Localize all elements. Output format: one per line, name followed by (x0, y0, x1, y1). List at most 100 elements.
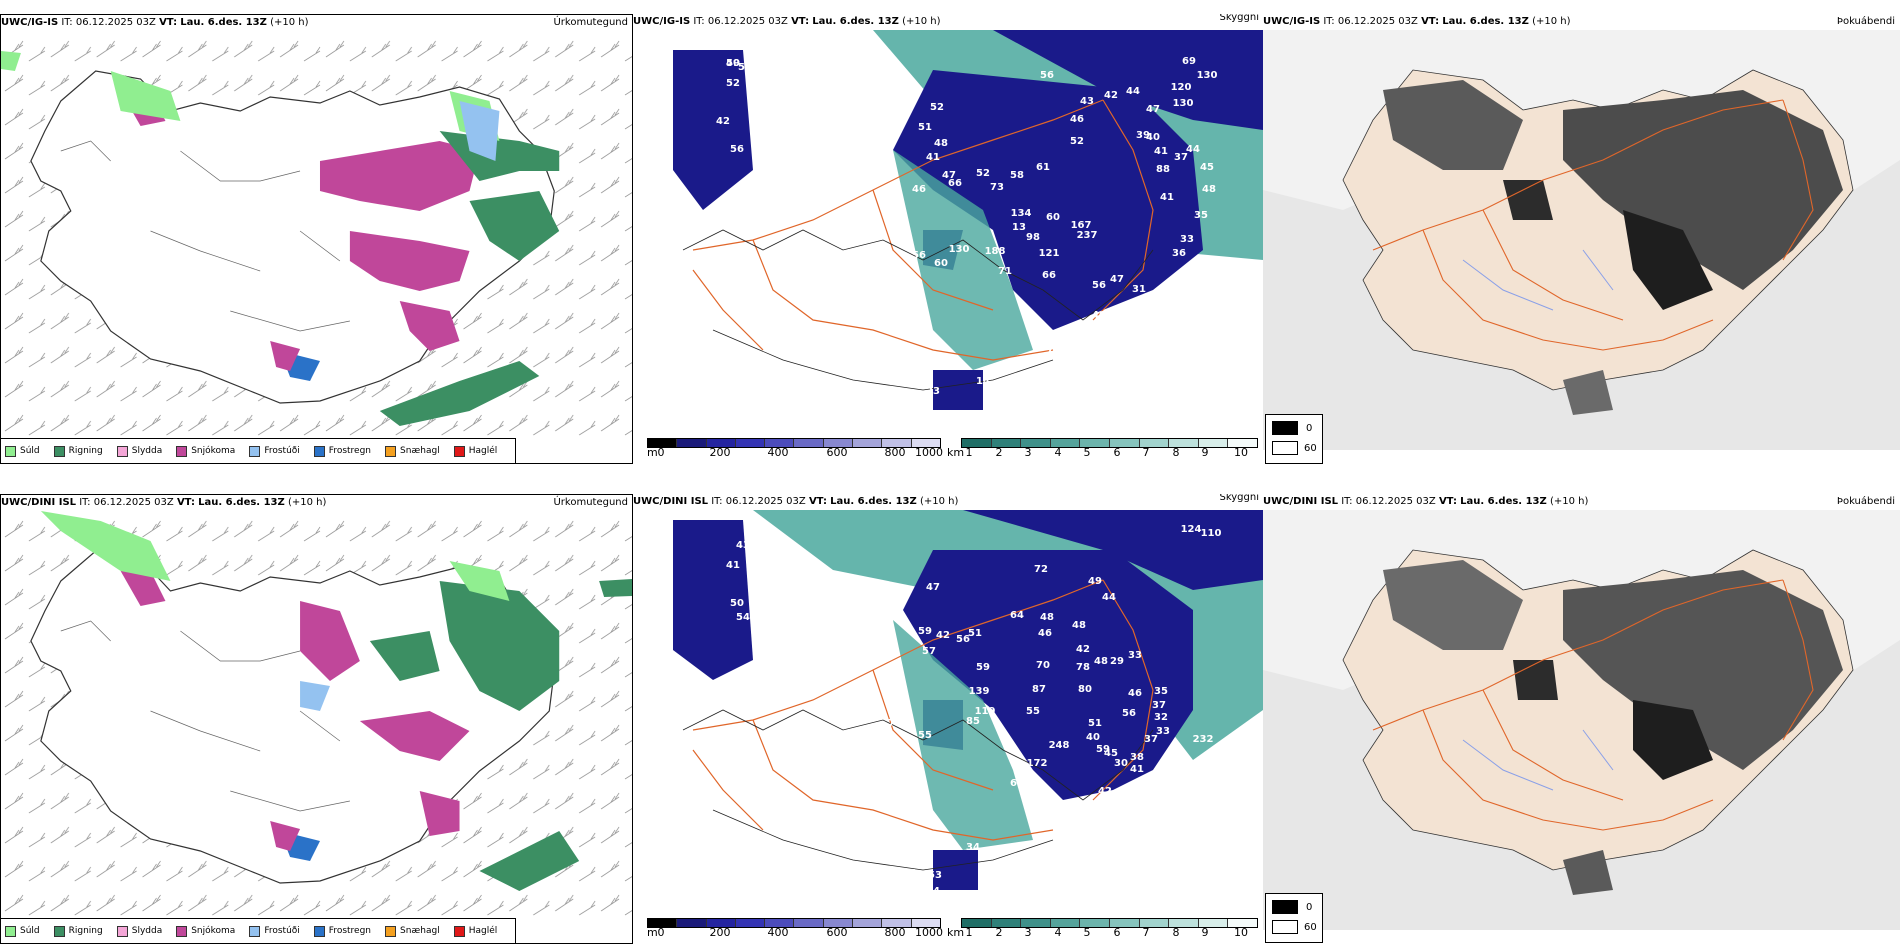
panel-type-label: Skyggni (1219, 14, 1259, 23)
visibility-value-label: 139 (969, 686, 990, 697)
precip-legend: Súld Rigning Slydda Snjókoma Frostúði Fr… (1, 918, 517, 943)
visibility-value-label: 66 (948, 178, 962, 189)
visibility-value-label: 110 (1201, 528, 1222, 539)
panel-title: UWC/DINI ISL IT: 06.12.2025 03Z VT: Lau.… (633, 496, 959, 507)
legend-item-sleet: Slydda (116, 445, 162, 457)
distance-tick: 2 (995, 926, 1003, 939)
visibility-value-label: 51 (918, 122, 932, 133)
visibility-value-label: 59 (918, 626, 932, 637)
visibility-value-label: 48 (1094, 656, 1108, 667)
visibility-value-label: 49 (756, 182, 770, 193)
fog-panel-row1: UWC/IG-IS IT: 06.12.2025 03Z VT: Lau. 6.… (1263, 14, 1900, 464)
visibility-value-label: 35 (1194, 210, 1208, 221)
visibility-map[interactable]: 43 41 37 50 54 44 60 74 69 55 77 47 59 42 57 56 51 59 139 1… (633, 510, 1263, 910)
visibility-value-label: 130 (949, 244, 970, 255)
visibility-value-label: 47 (1146, 104, 1160, 115)
visibility-value-label: 60 (770, 622, 784, 633)
visibility-value-label: 44 (1126, 86, 1140, 97)
visibility-value-label: 43 (736, 540, 750, 551)
height-tick: 600 (826, 446, 848, 459)
legend-item-freezing-rain: Frostregn (313, 445, 371, 457)
fog-map[interactable] (1263, 30, 1900, 450)
visibility-value-label: 24 (926, 886, 940, 897)
visibility-value-label: 48 (1148, 292, 1162, 303)
visibility-value-label: 50 (730, 598, 744, 609)
visibility-value-label: 72 (1034, 564, 1048, 575)
distance-tick: 10 (1234, 926, 1248, 939)
distance-tick: 4 (1054, 926, 1062, 939)
visibility-value-label: 69 (776, 636, 790, 647)
visibility-value-label: 34 (966, 842, 980, 853)
visibility-value-label: 119 (975, 706, 996, 717)
precip-map[interactable] (1, 31, 632, 441)
visibility-value-label: 237 (1077, 230, 1098, 241)
visibility-value-label: 105 (1031, 788, 1052, 799)
visibility-value-label: 134 (1011, 208, 1032, 219)
distance-colorbar: km 1 2 3 4 5 6 7 8 9 10 (947, 918, 1258, 940)
visibility-value-label: 25 (902, 868, 916, 879)
visibility-value-label: 28 (900, 372, 914, 383)
visibility-value-label: 37 (1152, 700, 1166, 711)
distance-unit: km (947, 446, 965, 459)
distance-tick: 3 (1024, 926, 1032, 939)
visibility-value-label: 56 (1040, 70, 1054, 81)
fog-panel-row2: UWC/DINI ISL IT: 06.12.2025 03Z VT: Lau.… (1263, 494, 1900, 944)
visibility-value-label: 47 (1110, 274, 1124, 285)
visibility-value-label: 130 (1173, 98, 1194, 109)
visibility-value-label: 42 (1076, 644, 1090, 655)
visibility-value-label: 50 (738, 62, 752, 73)
height-tick: 200 (709, 926, 731, 939)
fog-dark-area (1383, 560, 1523, 650)
visibility-value-label: 46 (1038, 628, 1052, 639)
legend-item-drizzle: Súld (5, 925, 40, 937)
precip-map[interactable] (1, 511, 632, 921)
visibility-value-label: 70 (1036, 660, 1050, 671)
distance-tick: 4 (1054, 446, 1062, 459)
fog-legend-low: 0 (1306, 423, 1313, 434)
height-unit: m (647, 926, 658, 939)
visibility-value-label: 35 (1154, 686, 1168, 697)
panel-type-label: Þokuábendi (1836, 16, 1895, 27)
visibility-value-label: 172 (1027, 758, 1048, 769)
visibility-value-label: 40 (1092, 310, 1106, 321)
visibility-value-label: 124 (1181, 524, 1202, 535)
height-tick: 600 (826, 926, 848, 939)
fog-map[interactable] (1263, 510, 1900, 930)
visibility-value-label: 56 (912, 250, 926, 261)
distance-tick: 2 (995, 446, 1003, 459)
visibility-value-label: 85 (966, 716, 980, 727)
panel-type-label: Úrkomutegund (553, 17, 628, 28)
panel-title: UWC/IG-IS IT: 06.12.2025 03Z VT: Lau. 6.… (1263, 16, 1571, 27)
fog-map-svg (1263, 510, 1900, 930)
visibility-value-label: 60 (1046, 212, 1060, 223)
snow-area (300, 601, 360, 681)
visibility-value-label: 55 (1026, 706, 1040, 717)
height-tick: 0 (657, 446, 665, 459)
fog-legend-black-swatch (1272, 421, 1298, 435)
precip-panel-row1: UWC/IG-IS IT: 06.12.2025 03Z VT: Lau. 6.… (0, 14, 633, 464)
visibility-value-label: 77 (882, 602, 896, 613)
distance-tick: 6 (1113, 926, 1121, 939)
fog-legend-row2: 0 60 (1265, 893, 1323, 943)
visibility-map[interactable]: 59 50 52 32 42 36 56 52 49 77 47 69 52 51 41 48 47 46 66 52… (633, 30, 1263, 430)
distance-tick: 8 (1172, 446, 1180, 459)
visibility-value-label: 56 (1122, 708, 1136, 719)
visibility-value-label: 60 (934, 258, 948, 269)
visibility-value-label: 120 (1171, 82, 1192, 93)
visibility-value-label: 36 (756, 116, 770, 127)
legend-item-hail: Haglél (453, 445, 497, 457)
fog-legend-low: 0 (1306, 902, 1313, 913)
visibility-value-label: 42 (1098, 786, 1112, 797)
visibility-value-label: 33 (1128, 650, 1142, 661)
visibility-value-label: 29 (1110, 656, 1124, 667)
visibility-value-label: 37 (1144, 734, 1158, 745)
visibility-value-label: 59 (976, 662, 990, 673)
visibility-value-label: 41 (1130, 764, 1144, 775)
fog-roads (1372, 99, 1814, 351)
visibility-value-label: 78 (1076, 662, 1090, 673)
visibility-value-label: 248 (1049, 740, 1070, 751)
legend-item-drizzle: Súld (5, 445, 40, 457)
visibility-value-label: 39 (1136, 130, 1150, 141)
fog-legend-white-swatch (1272, 441, 1298, 455)
